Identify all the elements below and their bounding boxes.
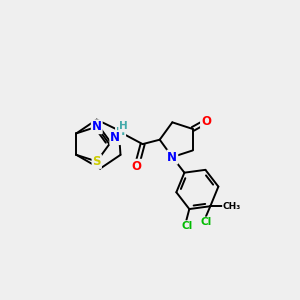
Text: H: H (116, 127, 125, 137)
Text: O: O (201, 115, 211, 128)
Text: H: H (119, 122, 128, 131)
Text: CH₃: CH₃ (223, 202, 241, 211)
Text: S: S (92, 155, 101, 168)
Text: N: N (167, 151, 177, 164)
Text: Cl: Cl (200, 218, 211, 227)
Text: O: O (132, 160, 142, 173)
Text: Cl: Cl (181, 221, 193, 231)
Text: N: N (110, 131, 120, 144)
Text: N: N (92, 120, 102, 133)
